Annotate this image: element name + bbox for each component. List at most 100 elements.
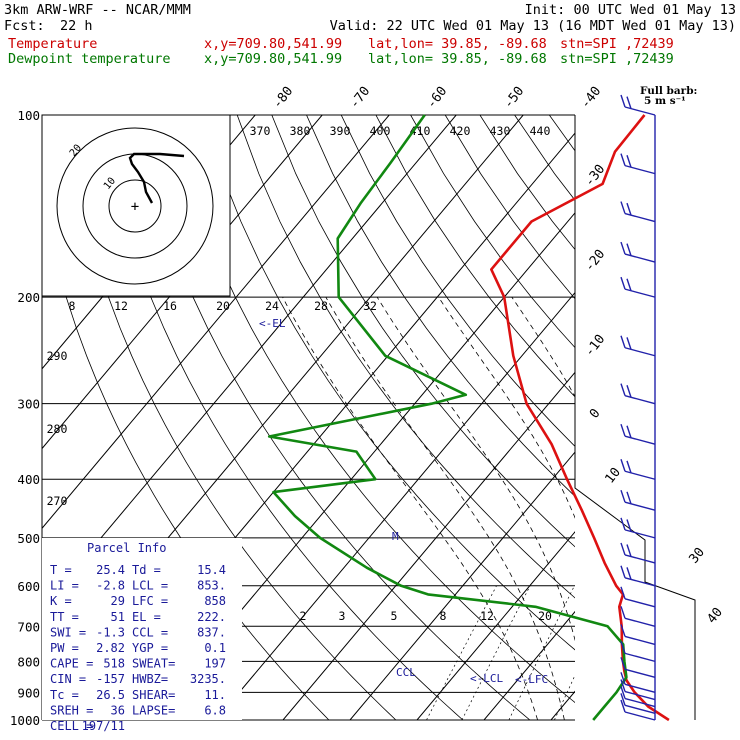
wind-barb-flag [620, 542, 626, 556]
hodograph-trace [128, 152, 185, 204]
dry-adiabat-label: 390 [330, 124, 351, 138]
wind-barb-flag [620, 517, 626, 531]
isotherm-line [42, 115, 390, 530]
parcel-info-key: Td = [132, 563, 161, 577]
parcel-info-key: CELL = [50, 719, 93, 733]
wind-barb [620, 489, 656, 511]
wind-barb-shaft [624, 470, 656, 480]
wind-barb-flag [620, 624, 626, 637]
wind-barb-shaft [624, 668, 656, 678]
isotherm-line [416, 531, 575, 720]
parcel-info-key: SREH = [50, 703, 93, 717]
wind-barb [620, 94, 656, 116]
wind-barb-flag [620, 686, 626, 699]
legend-dewpoint-latlon: lat,lon= 39.85, -89.68 [368, 51, 547, 67]
dewpoint-trace [267, 114, 628, 721]
wind-barb-shaft [624, 529, 656, 539]
wind-barb-flag [620, 153, 626, 166]
parcel-info-key: T = [50, 563, 72, 577]
wind-barb [620, 517, 656, 539]
dry-adiabat-line [167, 115, 575, 704]
mixing-ratio-label: 5 [391, 609, 398, 623]
moist-adiabat-line [325, 296, 565, 720]
wind-barb-flag [620, 565, 626, 579]
pressure-tick-label: 200 [17, 290, 40, 305]
sounding-series: CCL <-LCL <-LFC <-EL M [259, 114, 670, 722]
dry-adiabat-line [202, 115, 575, 651]
parcel-info-key: LAPSE= [132, 703, 175, 717]
isotherm-label: -20 [582, 247, 608, 275]
parcel-info-title: Parcel Info [87, 541, 166, 555]
parcel-info-key: K = [50, 594, 72, 608]
isotherm-label: 30 [687, 545, 708, 567]
wind-barb-flag [626, 96, 632, 109]
mixing-ratio-line [650, 586, 707, 720]
parcel-info-value: 25.4 [96, 563, 125, 577]
parcel-info-key: CCL = [132, 625, 168, 639]
wind-barb-shaft [624, 683, 656, 693]
pressure-tick-label: 100 [17, 108, 40, 123]
wind-barb [620, 276, 656, 298]
speed-scale-label: 32 [363, 299, 377, 313]
parcel-info-key: HWBZ= [132, 672, 168, 686]
wind-barb-shaft [624, 554, 656, 564]
wind-barb-shaft [624, 394, 656, 405]
wind-barb-flag [620, 335, 626, 348]
parcel-info-rows: T = 25.4 Td = 15.4 LI = -2.8 LCL = 853. K = 29 LFC… [50, 563, 226, 733]
dry-adiabat-line [375, 115, 575, 398]
dry-adiabat-label: 370 [250, 124, 271, 138]
mixing-ratio-line [554, 674, 575, 720]
mixing-ratio-label: 12 [480, 609, 494, 623]
isotherm-line [685, 115, 740, 720]
parcel-info-value: 29 [111, 594, 125, 608]
wind-barb-flag [626, 425, 632, 438]
moist-adiabat-line [282, 296, 538, 720]
speed-scale-label: 8 [69, 299, 76, 313]
wind-barb-flag [626, 567, 632, 580]
wind-barb-flag [626, 202, 632, 216]
legend-temperature-xy: x,y=709.80,541.99 [204, 36, 342, 52]
moist-adiabat-line [725, 297, 740, 720]
dry-adiabat-line [340, 115, 575, 447]
parcel-info-background [42, 538, 242, 720]
wind-barb-flag [626, 519, 632, 532]
parcel-info-key: CAPE = [50, 657, 93, 671]
parcel-info-value: 3235. [190, 672, 226, 686]
wind-barb-shaft [624, 690, 656, 701]
wind-barb [620, 586, 656, 608]
wind-barb-shaft [624, 598, 656, 608]
m-label: M [392, 530, 399, 543]
parcel-info-value: 853. [197, 579, 226, 593]
parcel-info-key: PW = [50, 641, 79, 655]
legend-temperature-name: Temperature [8, 36, 97, 52]
isotherm-line [550, 690, 575, 720]
legend-dewpoint-xy: x,y=709.80,541.99 [204, 51, 342, 67]
wind-barb-shaft [624, 711, 656, 721]
wind-barb [620, 699, 656, 721]
dry-adiabat-line [619, 115, 740, 720]
dry-adiabat-left-label: 290 [47, 349, 68, 363]
isotherm-line [282, 371, 575, 720]
wind-barb-shaft [624, 435, 656, 445]
wind-barb [620, 383, 656, 405]
wind-barb-shaft [624, 635, 656, 646]
wind-barb [620, 679, 656, 701]
dry-adiabat-label: 440 [530, 124, 551, 138]
hodograph-origin-mark: + [131, 199, 139, 215]
parcel-info-key: EL = [132, 610, 161, 624]
wind-barb-flag [620, 201, 626, 214]
dry-adiabat-line [63, 115, 397, 720]
init-time: Init: 00 UTC Wed 01 May 13 [525, 2, 736, 18]
parcel-info-key: YGP = [132, 641, 168, 655]
wind-barb-shaft [624, 704, 656, 715]
pressure-tick-label: 500 [17, 531, 40, 546]
legend-dewpoint-name: Dewpoint temperature [8, 51, 171, 67]
legend-temperature-station: stn=SPI ,72439 [560, 36, 674, 52]
wind-barb [620, 153, 656, 175]
speed-scale-label: 28 [314, 299, 328, 313]
barb-key-line1: Full barb: [640, 85, 697, 97]
parcel-info-key: SHEAR= [132, 688, 175, 702]
wind-barb-flag [620, 657, 626, 670]
wind-barb-shaft [624, 288, 656, 298]
